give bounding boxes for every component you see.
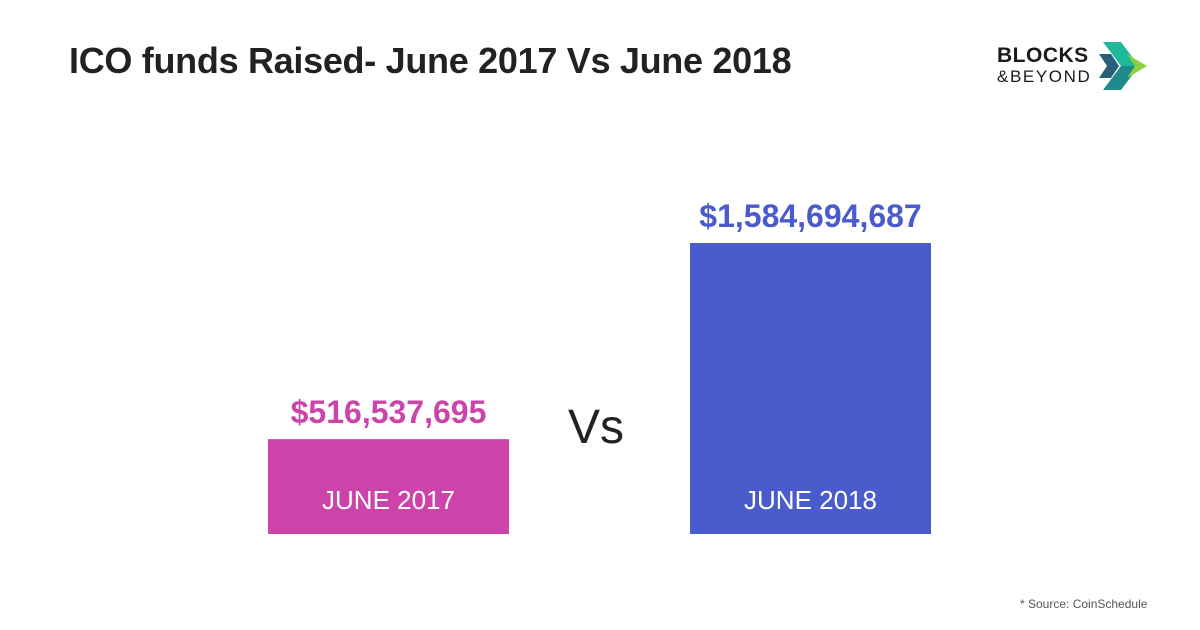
- vs-separator: Vs: [568, 401, 625, 454]
- logo-shape-right: [1103, 66, 1139, 90]
- blocks-beyond-logo: BLOCKS &BEYOND: [997, 40, 1157, 92]
- bar-2: [690, 243, 931, 534]
- logo-chevron-icon: [1099, 42, 1147, 90]
- category-label-2: JUNE 2018: [744, 485, 877, 515]
- chart-title: ICO funds Raised- June 2017 Vs June 2018: [69, 40, 792, 81]
- logo-shape-top: [1103, 42, 1139, 66]
- category-label-1: JUNE 2017: [322, 485, 455, 515]
- logo-shape-inner: [1099, 54, 1119, 78]
- logo-shape-accent: [1127, 54, 1147, 78]
- logo-text-blocks: BLOCKS: [997, 44, 1089, 67]
- bar-1: [268, 439, 509, 534]
- source-note: * Source: CoinSchedule: [1020, 597, 1148, 611]
- value-label-1: $516,537,695: [291, 394, 487, 430]
- value-label-2: $1,584,694,687: [699, 198, 921, 234]
- logo-text-beyond: &BEYOND: [997, 67, 1092, 86]
